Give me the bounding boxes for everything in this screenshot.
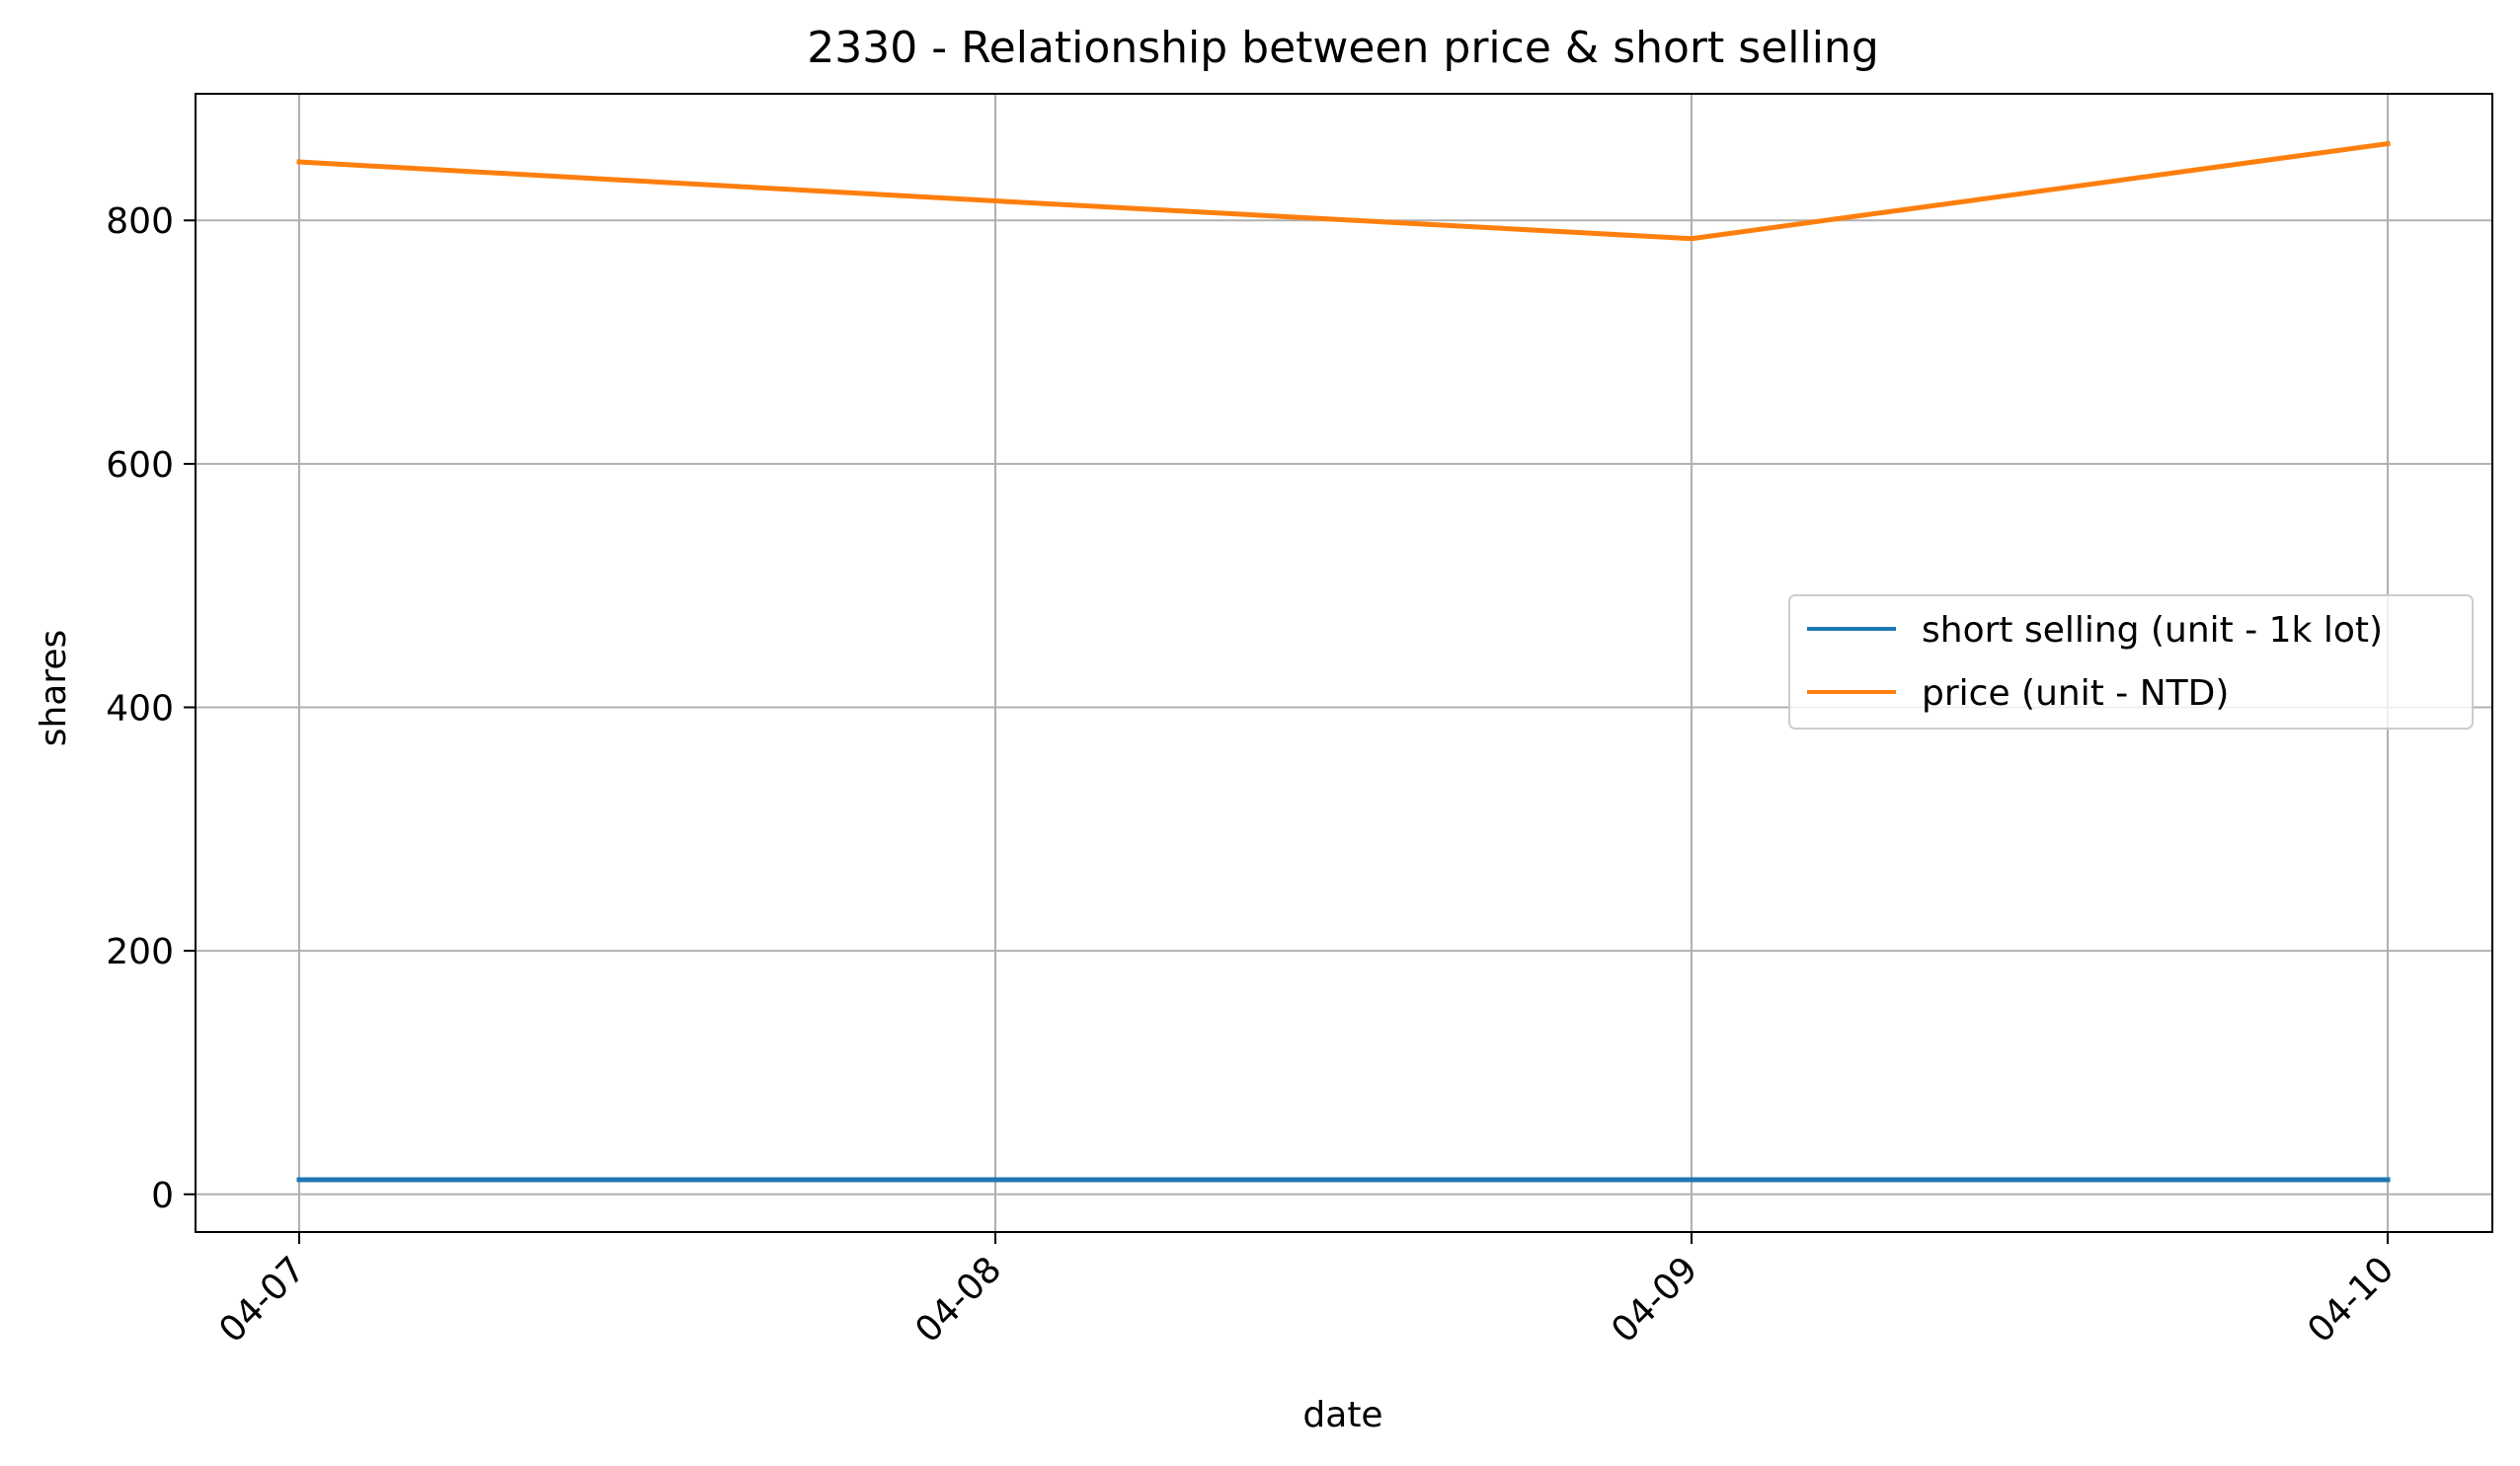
plot-frame <box>195 93 2493 1233</box>
y-tick-label: 200 <box>106 932 174 972</box>
legend-label-short-selling: short selling (unit - 1k lot) <box>1922 610 2383 651</box>
y-tick-label: 0 <box>151 1176 174 1216</box>
y-axis-ticks: 0 200 400 600 800 <box>106 201 196 1216</box>
y-tick-label: 400 <box>106 689 174 730</box>
series-lines <box>296 140 2391 1183</box>
y-axis-label: shares <box>34 630 74 747</box>
y-tick-label: 600 <box>106 445 174 486</box>
y-tick-label: 800 <box>106 201 174 242</box>
x-axis-label: date <box>1302 1395 1382 1435</box>
series-line-1 <box>296 140 2391 242</box>
legend-label-price: price (unit - NTD) <box>1922 673 2229 714</box>
legend-box <box>1788 594 2474 730</box>
chart-title: 2330 - Relationship between price & shor… <box>807 23 1879 73</box>
legend: short selling (unit - 1k lot) price (uni… <box>1788 594 2474 730</box>
